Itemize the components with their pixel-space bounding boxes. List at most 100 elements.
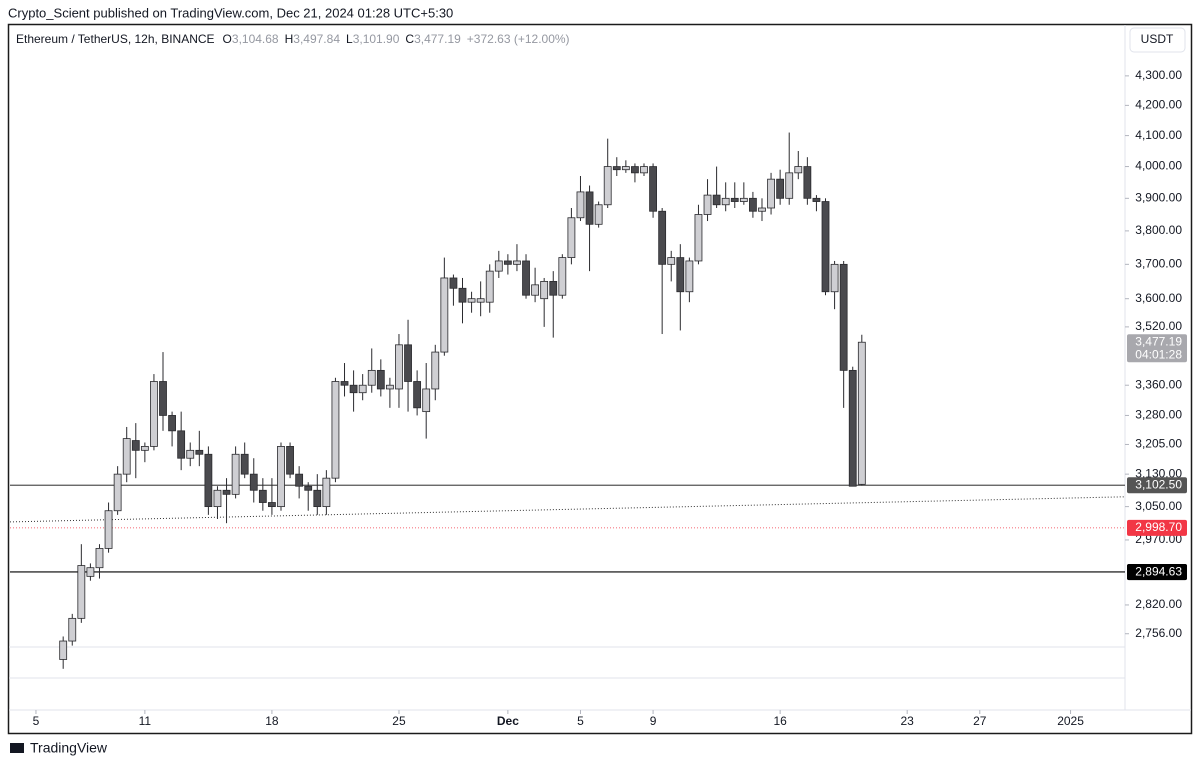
chart-frame — [7, 23, 1193, 735]
price-label-box — [1127, 477, 1187, 494]
candle-body — [367, 369, 376, 386]
y-tick-label: 3,130.00 — [1135, 466, 1182, 480]
candle-body — [177, 430, 186, 459]
candle-body — [794, 166, 803, 174]
candle-body — [150, 381, 158, 447]
y-tick-label: 3,900.00 — [1135, 190, 1182, 204]
candle-body — [349, 384, 358, 394]
candle-body — [830, 263, 839, 293]
ohlc-value: 3,477.19 — [414, 32, 461, 46]
candle-body — [268, 502, 276, 508]
candle-body — [122, 438, 131, 475]
candle-body — [104, 510, 113, 549]
price-label: 2,998.70 — [1135, 520, 1182, 534]
candle-body — [676, 257, 685, 293]
candle-body — [812, 197, 821, 202]
candle-body — [186, 449, 195, 459]
candle-body — [522, 260, 530, 296]
y-tick-label: 3,360.00 — [1135, 377, 1182, 391]
candle-body — [204, 453, 213, 508]
candle-body — [159, 381, 167, 416]
x-tick-label: 9 — [650, 714, 657, 728]
candle-body — [240, 453, 249, 475]
countdown: 04:01:28 — [1135, 347, 1182, 361]
candle-body — [376, 369, 385, 390]
candle-body — [467, 298, 476, 303]
candle-body — [594, 204, 603, 225]
candle-body — [286, 446, 294, 475]
candle-body — [513, 260, 521, 265]
x-tick-label: 27 — [973, 714, 987, 728]
candle-body — [703, 194, 712, 215]
candle-body — [140, 446, 149, 451]
candle-body — [485, 270, 494, 303]
x-tick-label: 23 — [901, 714, 915, 728]
price-label: 2,894.63 — [1135, 564, 1182, 578]
ohlc-key: L — [346, 32, 353, 46]
candle-body — [658, 210, 667, 265]
x-tick-label: 5 — [33, 714, 40, 728]
candle-body — [422, 388, 431, 413]
candle-body — [231, 453, 240, 495]
candle-body — [304, 485, 313, 491]
ohlc-value: 3,104.68 — [232, 32, 279, 46]
candle-body — [567, 217, 576, 258]
y-tick-label: 2,756.00 — [1135, 626, 1182, 640]
candle-body — [785, 172, 794, 199]
ohlc-value: 3,497.84 — [293, 32, 340, 46]
x-tick-label: 2025 — [1057, 714, 1084, 728]
candle-body — [612, 166, 621, 171]
y-tick-label: 4,000.00 — [1135, 159, 1182, 173]
ohlc-key: C — [405, 32, 414, 46]
price-label: 3,477.19 — [1135, 334, 1182, 348]
candle-body — [503, 260, 512, 265]
candle-body — [494, 260, 503, 272]
candle-body — [803, 166, 812, 199]
ohlc-key: O — [223, 32, 232, 46]
candle-body — [621, 166, 630, 171]
candle-body — [649, 166, 657, 212]
price-label-box — [1127, 564, 1187, 581]
x-tick-label: 5 — [577, 714, 584, 728]
candle-body — [222, 489, 231, 495]
candle-body — [358, 384, 367, 394]
candle-body — [640, 166, 648, 174]
candle-body — [249, 473, 258, 491]
footer-logo: TradingView — [10, 740, 108, 756]
candle-body — [395, 344, 403, 390]
candle-body — [730, 197, 739, 202]
currency[interactable]: USDT — [1141, 32, 1174, 46]
candle-body — [585, 191, 594, 225]
y-tick-label: 2,820.00 — [1135, 597, 1182, 611]
y-tick-label: 3,050.00 — [1135, 499, 1182, 513]
candle-body — [213, 489, 222, 508]
candle-body — [95, 548, 104, 569]
candle-body — [749, 197, 757, 212]
y-tick-label: 3,700.00 — [1135, 257, 1182, 271]
candle-body — [322, 477, 331, 508]
candle-body — [667, 257, 676, 265]
candle-body — [86, 567, 95, 577]
price-label: 3,102.50 — [1135, 477, 1182, 491]
candle-body — [758, 207, 766, 212]
y-tick-label: 3,800.00 — [1135, 223, 1182, 237]
candle-body — [776, 178, 785, 199]
y-tick-label: 3,520.00 — [1135, 319, 1182, 333]
candle-body — [404, 344, 412, 382]
x-tick-label: 18 — [265, 714, 279, 728]
candle-body — [476, 298, 485, 303]
candle-body — [340, 381, 349, 386]
candle-body — [839, 263, 848, 371]
candle-body — [558, 257, 567, 296]
candle-body — [576, 191, 585, 219]
y-tick-label: 4,100.00 — [1135, 128, 1182, 142]
candle-body — [848, 369, 857, 487]
currency-button[interactable] — [1129, 27, 1186, 53]
candle-body — [59, 640, 68, 660]
candle-body — [258, 489, 267, 503]
candle-body — [549, 280, 558, 296]
y-tick-label: 4,200.00 — [1135, 98, 1182, 112]
price-label-box — [1127, 334, 1187, 363]
ohlc-value: 3,101.90 — [353, 32, 400, 46]
